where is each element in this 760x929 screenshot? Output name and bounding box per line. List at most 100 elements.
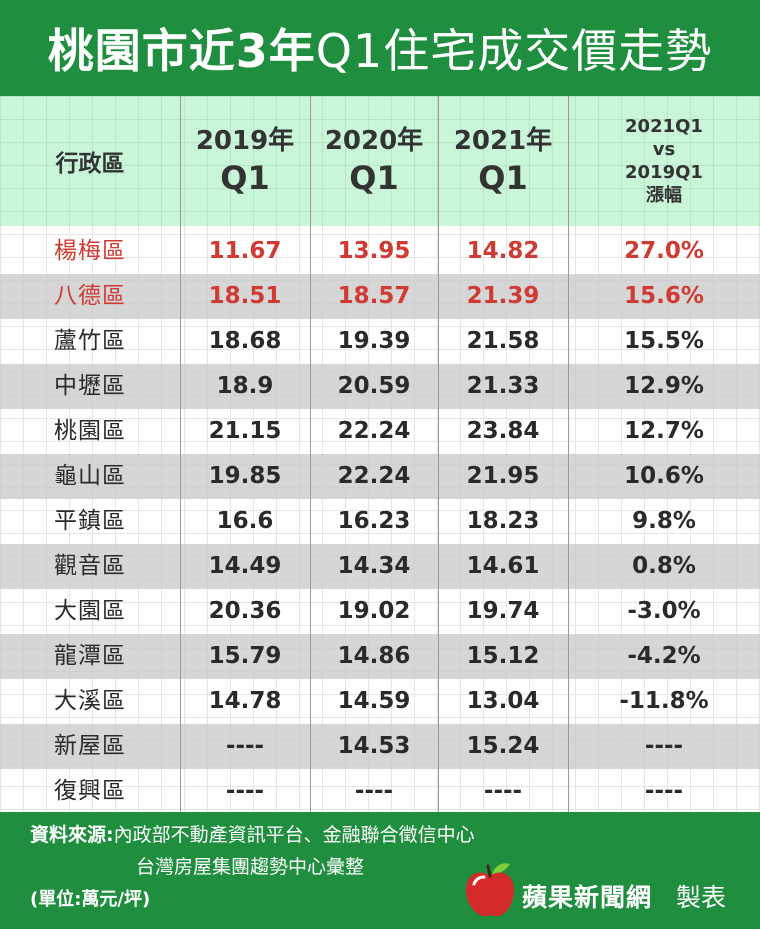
- price-cell-2019: 14.78: [208, 688, 282, 714]
- price-cell-2020: 16.23: [337, 508, 411, 534]
- change-cell: 15.6%: [624, 283, 704, 309]
- change-cell: ----: [644, 778, 684, 804]
- district-name-cell: 大園區: [54, 598, 126, 624]
- change-cell: 15.5%: [624, 328, 704, 354]
- column-divider: [438, 96, 439, 812]
- price-cell-2019: ----: [225, 733, 265, 759]
- header-2021-year: 2021年: [453, 126, 553, 156]
- table-row: 觀音區 14.49 14.34 14.61 0.8%: [0, 544, 760, 589]
- table-row: 大園區 20.36 19.02 19.74 -3.0%: [0, 589, 760, 634]
- price-cell-2019: 11.67: [208, 238, 282, 264]
- price-cell-2021: ----: [483, 778, 523, 804]
- table-row: 中壢區 18.9 20.59 21.33 12.9%: [0, 364, 760, 409]
- district-name-cell: 蘆竹區: [54, 328, 126, 354]
- price-cell-2020: 19.02: [337, 598, 411, 624]
- title-bold: 桃園市近3年: [47, 24, 316, 78]
- price-cell-2020: 14.53: [337, 733, 411, 759]
- price-cell-2019: 19.85: [208, 463, 282, 489]
- change-cell: ----: [644, 733, 684, 759]
- price-cell-2021: 15.24: [466, 733, 540, 759]
- price-cell-2021: 21.33: [466, 373, 540, 399]
- price-cell-2019: 15.79: [208, 643, 282, 669]
- district-name-cell: 楊梅區: [54, 238, 126, 264]
- price-cell-2021: 14.82: [466, 238, 540, 264]
- price-cell-2021: 18.23: [466, 508, 540, 534]
- district-name-cell: 龜山區: [54, 463, 126, 489]
- maker-label: 製表: [676, 883, 727, 912]
- price-cell-2019: 21.15: [208, 418, 282, 444]
- page-title: 桃園市近3年 Q1住宅成交價走勢: [0, 0, 760, 96]
- header-change-l4: 漲幅: [646, 185, 682, 206]
- unit-note: (單位:萬元/坪): [30, 889, 151, 910]
- price-cell-2021: 23.84: [466, 418, 540, 444]
- header-2020: 2020年 Q1: [310, 96, 438, 226]
- table-row: 蘆竹區 18.68 19.39 21.58 15.5%: [0, 319, 760, 364]
- price-cell-2019: 16.6: [216, 508, 274, 534]
- price-cell-2020: 22.24: [337, 463, 411, 489]
- title-light: Q1住宅成交價走勢: [315, 24, 713, 78]
- table-row: 八德區 18.51 18.57 21.39 15.6%: [0, 274, 760, 319]
- price-cell-2021: 21.58: [466, 328, 540, 354]
- table-row: 復興區 ---- ---- ---- ----: [0, 769, 760, 814]
- header-change-l1: 2021Q1: [625, 116, 703, 137]
- district-name-cell: 平鎮區: [54, 508, 126, 534]
- district-name-cell: 新屋區: [54, 733, 126, 759]
- brand-name: 蘋果新聞網: [522, 883, 653, 912]
- header-2021-q: Q1: [478, 159, 528, 197]
- table-row: 大溪區 14.78 14.59 13.04 -11.8%: [0, 679, 760, 724]
- change-cell: -4.2%: [627, 643, 701, 669]
- header-2019-q: Q1: [220, 159, 270, 197]
- header-2019-year: 2019年: [195, 126, 295, 156]
- table-row: 龍潭區 15.79 14.86 15.12 -4.2%: [0, 634, 760, 679]
- header-2020-year: 2020年: [324, 126, 424, 156]
- change-cell: 0.8%: [632, 553, 696, 579]
- header-change-l3: 2019Q1: [625, 162, 703, 183]
- source-text-1: 內政部不動產資訊平台、金融聯合徵信中心: [113, 824, 475, 846]
- table-row: 桃園區 21.15 22.24 23.84 12.7%: [0, 409, 760, 454]
- price-cell-2020: 19.39: [337, 328, 411, 354]
- price-cell-2019: 18.68: [208, 328, 282, 354]
- price-cell-2019: 14.49: [208, 553, 282, 579]
- district-name-cell: 中壢區: [54, 373, 126, 399]
- price-cell-2021: 19.74: [466, 598, 540, 624]
- table-row: 楊梅區 11.67 13.95 14.82 27.0%: [0, 229, 760, 274]
- header-district: 行政區: [0, 96, 180, 226]
- price-cell-2020: ----: [354, 778, 394, 804]
- footer: 資料來源:內政部不動產資訊平台、金融聯合徵信中心 台灣房屋集團趨勢中心彙整 (單…: [0, 812, 760, 929]
- header-2019: 2019年 Q1: [180, 96, 310, 226]
- apple-logo-icon: [466, 863, 514, 917]
- column-divider: [310, 96, 311, 812]
- price-cell-2021: 14.61: [466, 553, 540, 579]
- header-change-l2: vs: [652, 139, 676, 160]
- price-cell-2020: 18.57: [337, 283, 411, 309]
- header-2020-q: Q1: [349, 159, 399, 197]
- price-cell-2021: 21.39: [466, 283, 540, 309]
- price-table: 行政區 2019年 Q1 2020年 Q1 2021年 Q1 2021Q1 vs…: [0, 96, 760, 812]
- price-cell-2020: 13.95: [337, 238, 411, 264]
- column-divider: [180, 96, 181, 812]
- district-name-cell: 大溪區: [54, 688, 126, 714]
- price-cell-2019: 18.51: [208, 283, 282, 309]
- change-cell: 12.9%: [624, 373, 704, 399]
- price-cell-2019: 18.9: [216, 373, 274, 399]
- district-name-cell: 桃園區: [54, 418, 126, 444]
- table-header: 行政區 2019年 Q1 2020年 Q1 2021年 Q1 2021Q1 vs…: [0, 96, 760, 226]
- price-cell-2019: 20.36: [208, 598, 282, 624]
- price-cell-2020: 14.34: [337, 553, 411, 579]
- change-cell: 9.8%: [632, 508, 696, 534]
- price-cell-2021: 21.95: [466, 463, 540, 489]
- column-divider: [568, 96, 569, 812]
- table-row: 平鎮區 16.6 16.23 18.23 9.8%: [0, 499, 760, 544]
- change-cell: 10.6%: [624, 463, 704, 489]
- price-cell-2021: 15.12: [466, 643, 540, 669]
- price-cell-2020: 20.59: [337, 373, 411, 399]
- price-cell-2021: 13.04: [466, 688, 540, 714]
- header-district-label: 行政區: [55, 151, 125, 177]
- source-label: 資料來源:: [30, 824, 114, 846]
- change-cell: 27.0%: [624, 238, 704, 264]
- change-cell: 12.7%: [624, 418, 704, 444]
- price-cell-2020: 14.86: [337, 643, 411, 669]
- source-line-2: 台灣房屋集團趨勢中心彙整: [136, 856, 365, 878]
- district-name-cell: 復興區: [54, 778, 126, 804]
